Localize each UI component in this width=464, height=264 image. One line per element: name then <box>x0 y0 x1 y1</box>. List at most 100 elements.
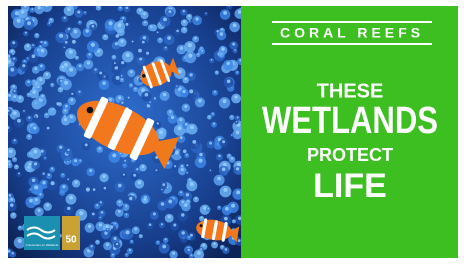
tentacle-tip <box>173 224 176 227</box>
tentacle-tip <box>121 102 123 104</box>
tentacle-tip <box>10 203 13 206</box>
tentacle-tip <box>10 198 13 201</box>
logo: Convention on Wetlands 50 <box>24 216 80 250</box>
tentacle-tip <box>176 85 177 86</box>
tentacle-tip <box>14 158 16 160</box>
tentacle-tip <box>188 249 190 251</box>
tentacle-tip <box>62 66 64 68</box>
tentacle-tip <box>222 140 225 143</box>
tentacle-tip <box>159 130 163 134</box>
tentacle-tip <box>79 211 83 215</box>
tentacle-tip <box>153 213 156 216</box>
tentacle-tip <box>62 185 65 188</box>
tentacle-tip <box>205 13 206 14</box>
tentacle-tip <box>145 93 149 97</box>
tentacle-tip <box>64 81 68 85</box>
tentacle-tip <box>42 95 44 97</box>
tentacle-tip <box>28 117 30 119</box>
tentacle-tip <box>231 116 233 118</box>
tentacle-tip <box>21 10 24 13</box>
headline: WETLANDS <box>262 100 438 142</box>
tentacle-tip <box>220 32 223 35</box>
tentacle-tip <box>233 220 234 221</box>
tentacle-tip <box>101 211 104 214</box>
tentacle-tip <box>107 229 108 230</box>
tentacle-tip <box>139 9 142 12</box>
tentacle-tip <box>231 204 235 208</box>
tentacle-tip <box>64 109 66 111</box>
tentacle-tip <box>222 48 225 51</box>
tentacle-tip <box>165 47 167 49</box>
tentacle-tip <box>32 179 36 183</box>
tentacle-tip <box>34 185 38 189</box>
tentacle-tip <box>163 93 166 96</box>
tentacle-tip <box>62 174 64 176</box>
tentacle-tip <box>121 61 124 64</box>
tentacle-tip <box>92 25 95 28</box>
tentacle-tip <box>11 50 13 52</box>
tentacle-tip <box>121 75 123 77</box>
tentacle-tip <box>79 65 82 68</box>
tentacle-tip <box>197 53 199 55</box>
tentacle-tip <box>209 142 212 145</box>
tentacle-tip <box>210 170 211 171</box>
tentacle-tip <box>163 18 167 22</box>
tentacle-tip <box>23 110 25 112</box>
tentacle-tip <box>194 37 196 39</box>
tentacle-tip <box>157 241 159 243</box>
tentacle-tip <box>178 126 182 130</box>
tentacle-tip <box>171 116 174 119</box>
tentacle-tip <box>190 182 194 186</box>
tentacle-tip <box>14 139 16 141</box>
tentacle-tip <box>183 28 185 30</box>
tentacle-tip <box>118 184 122 188</box>
tentacle-tip <box>19 226 21 228</box>
tentacle-tip <box>169 111 171 113</box>
tentacle-tip <box>88 53 90 55</box>
tentacle-tip <box>234 95 237 98</box>
tentacle-tip <box>26 45 29 48</box>
tentacle-tip <box>183 150 187 154</box>
tentacle-tip <box>120 153 122 155</box>
tentacle-tip <box>182 231 185 234</box>
tentacle-tip <box>119 7 121 9</box>
headline: PROTECT <box>307 145 393 165</box>
tentacle-tip <box>24 60 26 62</box>
tentacle-tip <box>162 183 165 186</box>
logo-text: Convention on Wetlands <box>26 243 59 247</box>
card: CORAL REEFS THESE WETLANDS PROTECT LIFE … <box>0 0 464 264</box>
tentacle-tip <box>102 81 106 85</box>
tentacle-tip <box>191 254 193 256</box>
tentacle-tip <box>46 114 48 116</box>
tentacle-tip <box>157 31 159 33</box>
tentacle-tip <box>28 135 30 137</box>
tentacle-tip <box>195 17 198 20</box>
tentacle-tip <box>52 109 54 111</box>
tentacle-tip <box>104 35 106 37</box>
tentacle-tip <box>38 6 41 9</box>
tentacle-tip <box>141 88 145 92</box>
tentacle-tip <box>181 213 184 216</box>
tentacle-tip <box>142 165 145 168</box>
tentacle-tip <box>161 223 163 225</box>
tentacle-tip <box>201 217 203 219</box>
tentacle-tip <box>183 90 186 93</box>
tentacle-tip <box>227 80 231 84</box>
tentacle-tip <box>8 94 11 97</box>
tentacle-tip <box>157 122 159 124</box>
tentacle-tip <box>44 42 46 44</box>
tentacle-tip <box>113 56 115 58</box>
tentacle-tip <box>144 198 146 200</box>
tentacle-tip <box>68 28 71 31</box>
tentacle-tip <box>179 118 182 121</box>
tentacle-tip <box>236 167 239 170</box>
tentacle-tip <box>161 202 165 206</box>
tentacle-tip <box>84 12 86 14</box>
tentacle-tip <box>52 84 54 86</box>
tentacle-tip <box>51 181 55 185</box>
tentacle-tip <box>34 162 37 165</box>
tentacle-tip <box>208 208 210 210</box>
tentacle-tip <box>51 168 53 170</box>
tentacle-tip <box>71 93 73 95</box>
tentacle-tip <box>125 23 128 26</box>
